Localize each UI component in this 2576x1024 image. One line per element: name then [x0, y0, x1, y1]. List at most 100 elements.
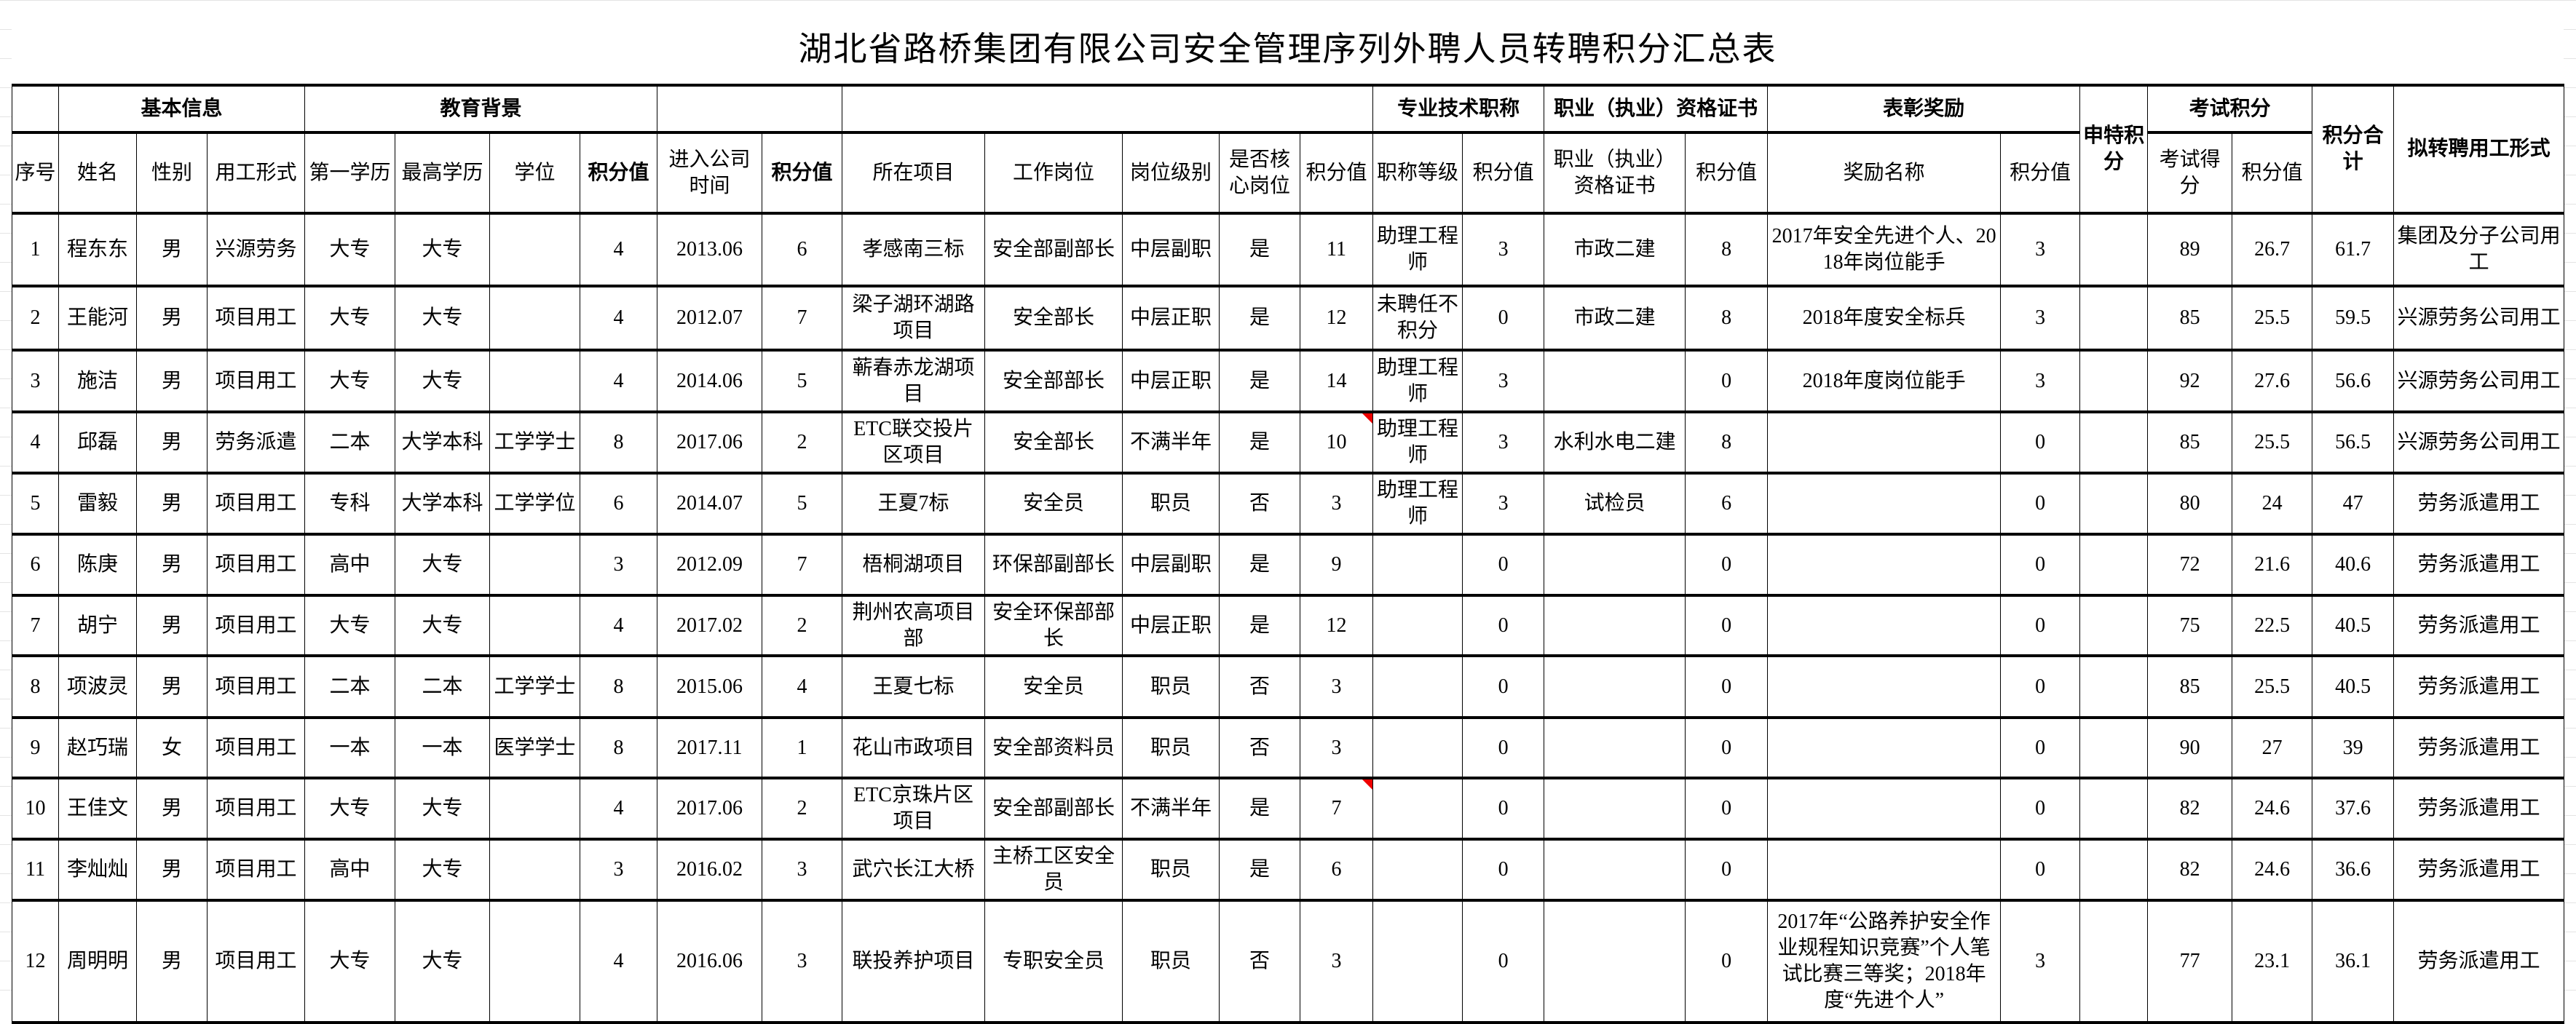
cell-edu-score[interactable]: 4 [579, 350, 658, 412]
cell-form[interactable]: 兴源劳务 [207, 213, 305, 286]
cell-exam-score[interactable]: 23.1 [2232, 900, 2313, 1023]
cell-exam[interactable]: 82 [2147, 839, 2233, 900]
cell-final[interactable]: 劳务派遣用工 [2393, 778, 2565, 839]
cell-gender[interactable]: 男 [136, 213, 208, 286]
cell-level[interactable]: 不满半年 [1122, 412, 1220, 473]
cell-total[interactable]: 56.5 [2312, 412, 2395, 473]
cell-award[interactable] [1767, 412, 2002, 473]
cell-special[interactable] [2079, 350, 2149, 412]
cell-level[interactable]: 中层副职 [1122, 213, 1220, 286]
cell-degree[interactable]: 工学学士 [489, 412, 580, 473]
cell-degree[interactable]: 工学学位 [489, 473, 580, 534]
cell-special[interactable] [2079, 412, 2149, 473]
cell-edu1[interactable]: 大专 [304, 595, 395, 656]
cell-level[interactable]: 中层副职 [1122, 534, 1220, 595]
cell-entry-score[interactable]: 1 [762, 718, 843, 778]
cell-total[interactable]: 56.6 [2312, 350, 2395, 412]
cell-seq[interactable]: 3 [12, 350, 59, 412]
cell-level[interactable]: 职员 [1122, 900, 1220, 1023]
cell-degree[interactable]: 医学学士 [489, 718, 580, 778]
cell-edu1[interactable]: 高中 [304, 534, 395, 595]
cell-cert-score[interactable]: 0 [1685, 778, 1769, 839]
cell-title[interactable]: 未聘任不积分 [1372, 286, 1463, 350]
cell-seq[interactable]: 6 [12, 534, 59, 595]
cell-edu-score[interactable]: 8 [579, 656, 658, 718]
cell-title-score[interactable]: 0 [1462, 839, 1545, 900]
cell-project[interactable]: 蕲春赤龙湖项目 [842, 350, 986, 412]
cell-level[interactable]: 职员 [1122, 656, 1220, 718]
cell-cert-score[interactable]: 0 [1685, 718, 1769, 778]
cell-cert[interactable] [1544, 534, 1686, 595]
cell-total[interactable]: 36.1 [2312, 900, 2395, 1023]
cell-post-score[interactable]: 11 [1300, 213, 1374, 286]
cell-degree[interactable] [489, 534, 580, 595]
cell-edu-score[interactable]: 4 [579, 213, 658, 286]
cell-award-score[interactable]: 0 [2000, 534, 2081, 595]
cell-cert-score[interactable]: 0 [1685, 595, 1769, 656]
cell-post[interactable]: 安全部副部长 [984, 213, 1123, 286]
cell-entry-score[interactable]: 2 [762, 412, 843, 473]
cell-post[interactable]: 安全部长 [984, 412, 1123, 473]
cell-gender[interactable]: 男 [136, 595, 208, 656]
cell-final[interactable]: 劳务派遣用工 [2393, 473, 2565, 534]
cell-special[interactable] [2079, 213, 2149, 286]
cell-seq[interactable]: 1 [12, 213, 59, 286]
cell-special[interactable] [2079, 839, 2149, 900]
cell-title-score[interactable]: 3 [1462, 412, 1545, 473]
cell-seq[interactable]: 12 [12, 900, 59, 1023]
cell-edu-high[interactable]: 大学本科 [395, 412, 490, 473]
comment-indicator-icon[interactable] [1362, 779, 1372, 790]
cell-post[interactable]: 安全员 [984, 656, 1123, 718]
cell-cert[interactable] [1544, 595, 1686, 656]
cell-award-score[interactable]: 0 [2000, 778, 2081, 839]
cell-entry[interactable]: 2017.02 [657, 595, 763, 656]
cell-title[interactable] [1372, 839, 1463, 900]
cell-seq[interactable]: 8 [12, 656, 59, 718]
cell-award[interactable] [1767, 778, 2002, 839]
cell-special[interactable] [2079, 656, 2149, 718]
cell-award[interactable] [1767, 473, 2002, 534]
cell-cert-score[interactable]: 0 [1685, 656, 1769, 718]
cell-post[interactable]: 安全部副部长 [984, 778, 1123, 839]
cell-entry[interactable]: 2016.02 [657, 839, 763, 900]
cell-title-score[interactable]: 3 [1462, 350, 1545, 412]
cell-gender[interactable]: 男 [136, 778, 208, 839]
cell-edu1[interactable]: 二本 [304, 412, 395, 473]
cell-title[interactable]: 助理工程师 [1372, 412, 1463, 473]
cell-title[interactable] [1372, 534, 1463, 595]
cell-award[interactable]: 2018年度岗位能手 [1767, 350, 2002, 412]
cell-core[interactable]: 是 [1219, 534, 1301, 595]
cell-name[interactable]: 周明明 [58, 900, 137, 1023]
cell-title-score[interactable]: 3 [1462, 473, 1545, 534]
cell-name[interactable]: 王能河 [58, 286, 137, 350]
cell-exam-score[interactable]: 24.6 [2232, 778, 2313, 839]
cell-final[interactable]: 兴源劳务公司用工 [2393, 412, 2565, 473]
cell-award[interactable] [1767, 839, 2002, 900]
cell-cert[interactable]: 市政二建 [1544, 213, 1686, 286]
cell-title-score[interactable]: 0 [1462, 534, 1545, 595]
cell-entry-score[interactable]: 3 [762, 839, 843, 900]
cell-cert[interactable] [1544, 656, 1686, 718]
cell-degree[interactable]: 工学学士 [489, 656, 580, 718]
cell-final[interactable]: 劳务派遣用工 [2393, 839, 2565, 900]
cell-total[interactable]: 40.6 [2312, 534, 2395, 595]
cell-award-score[interactable]: 3 [2000, 213, 2081, 286]
cell-special[interactable] [2079, 534, 2149, 595]
cell-post[interactable]: 安全部资料员 [984, 718, 1123, 778]
cell-core[interactable]: 是 [1219, 839, 1301, 900]
cell-final[interactable]: 兴源劳务公司用工 [2393, 286, 2565, 350]
cell-total[interactable]: 40.5 [2312, 595, 2395, 656]
cell-project[interactable]: 梧桐湖项目 [842, 534, 986, 595]
cell-exam-score[interactable]: 25.5 [2232, 286, 2313, 350]
cell-edu-high[interactable]: 大专 [395, 213, 490, 286]
cell-exam-score[interactable]: 26.7 [2232, 213, 2313, 286]
cell-core[interactable]: 是 [1219, 350, 1301, 412]
cell-entry-score[interactable]: 2 [762, 778, 843, 839]
cell-name[interactable]: 胡宁 [58, 595, 137, 656]
cell-entry[interactable]: 2017.06 [657, 778, 763, 839]
cell-post-score[interactable]: 12 [1300, 286, 1374, 350]
cell-total[interactable]: 37.6 [2312, 778, 2395, 839]
cell-project[interactable]: 王夏七标 [842, 656, 986, 718]
cell-final[interactable]: 兴源劳务公司用工 [2393, 350, 2565, 412]
cell-edu-score[interactable]: 4 [579, 900, 658, 1023]
